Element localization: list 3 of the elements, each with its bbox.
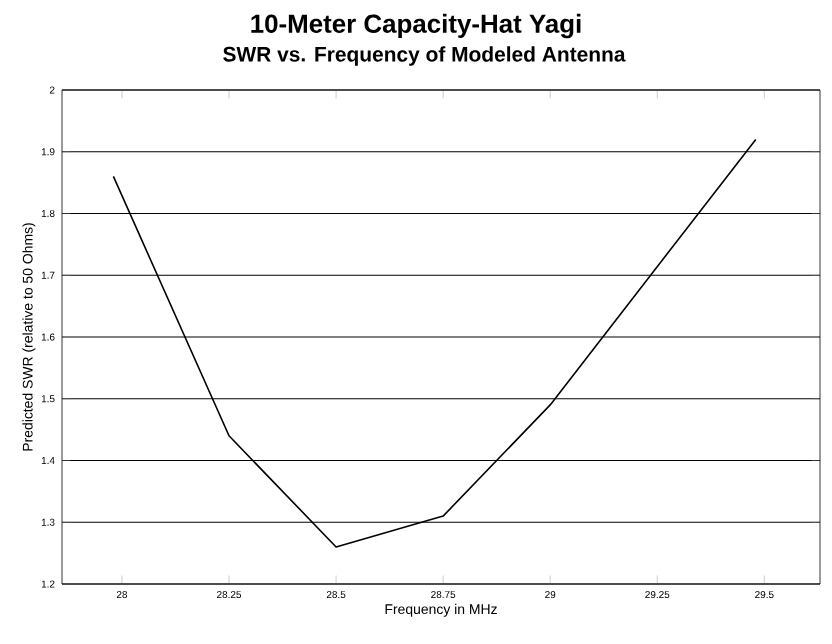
line-series bbox=[112, 138, 757, 548]
chart-subtitle: SWR vs. Frequency of Modeled Antenna bbox=[223, 46, 626, 66]
chart-title: 10-Meter Capacity-Hat Yagi bbox=[251, 13, 581, 39]
